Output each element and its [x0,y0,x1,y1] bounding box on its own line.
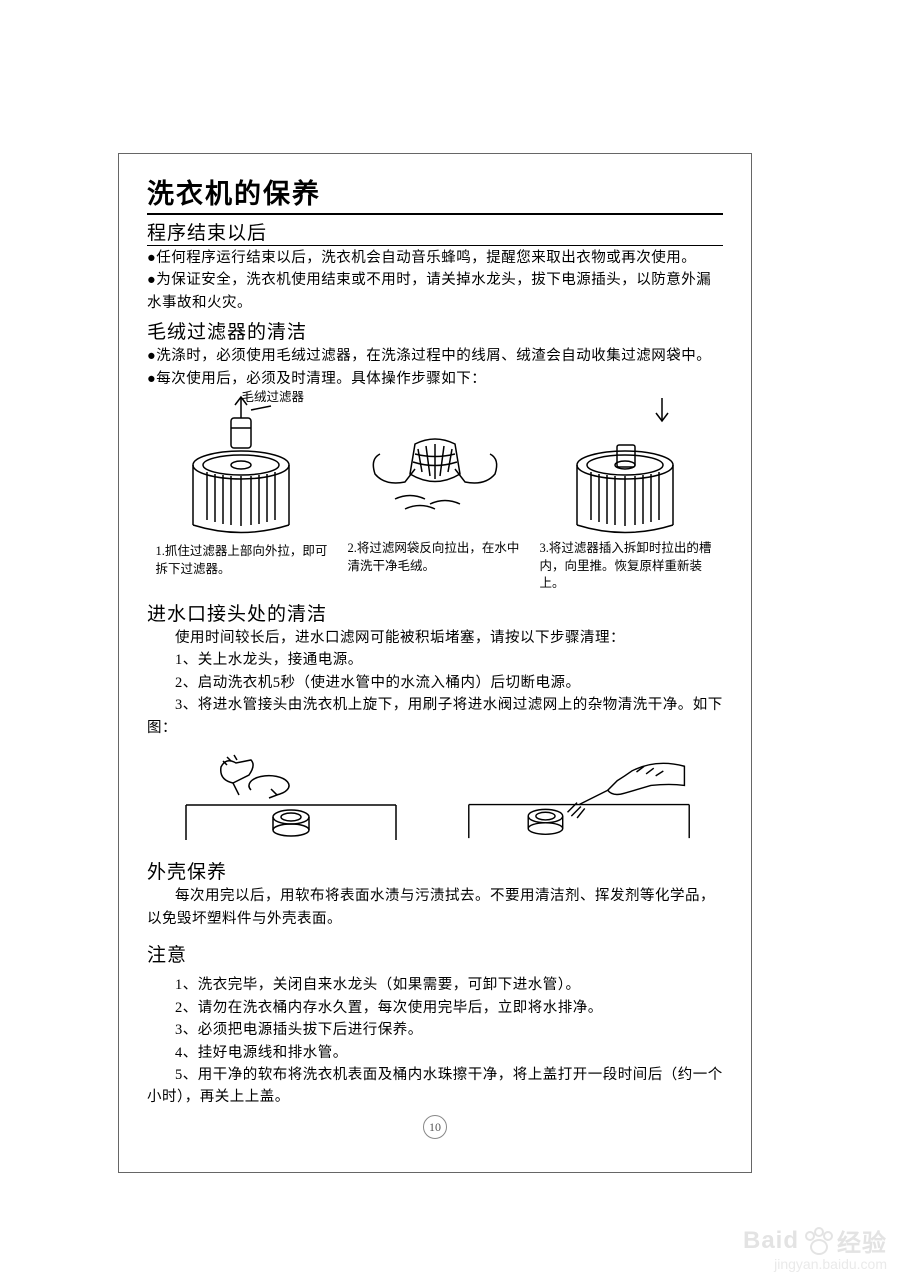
section-3-body: 使用时间较长后，进水口滤网可能被积垢堵塞，请按以下步骤清理： 1、关上水龙头，接… [147,627,723,739]
s4-text: 每次用完以后，用软布将表面水渍与污渍拭去。不要用清洁剂、挥发剂等化学品，以免毁坏… [147,885,723,930]
inlet-figure-row [147,745,723,845]
fig-2-col: 2.将过滤网袋反向拉出，在水中清洗干净毛绒。 [348,394,523,575]
watermark-brand-row: Baid 经验 [743,1223,887,1258]
s5-line-3: 3、必须把电源插头拔下后进行保养。 [147,1019,723,1041]
fig-1-col: 毛绒过滤器 1.抓住过滤器上部向外拉，即可拆下过滤器。 [156,394,331,578]
section-2-title: 毛绒过滤器的清洁 [147,317,723,344]
s1-bullet-1: ●任何程序运行结束以后，洗衣机会自动音乐蜂鸣，提醒您来取出衣物或再次使用。 [147,247,723,269]
s3-line-2: 2、启动洗衣机5秒（使进水管中的水流入桶内）后切断电源。 [147,672,723,694]
manual-page-frame: 洗衣机的保养 程序结束以后 ●任何程序运行结束以后，洗衣机会自动音乐蜂鸣，提醒您… [118,153,752,1173]
fig-1-illustration [156,394,331,534]
filter-pointer-label: 毛绒过滤器 [242,386,322,405]
inlet-fig-right [464,745,694,845]
watermark: Baid 经验 jingyan.baidu.com [743,1223,887,1272]
section-1-title: 程序结束以后 [147,218,723,246]
s3-line-1: 1、关上水龙头，接通电源。 [147,649,723,671]
fig-3-caption: 3.将过滤器插入拆卸时拉出的槽内，向里推。恢复原样重新装上。 [540,540,715,593]
page-number: 10 [423,1115,447,1139]
fig-2-caption: 2.将过滤网袋反向拉出，在水中清洗干净毛绒。 [348,540,523,575]
s5-line-1: 1、洗衣完毕，关闭自来水龙头（如果需要，可卸下进水管）。 [147,974,723,996]
watermark-url: jingyan.baidu.com [743,1256,887,1272]
fig-3-illustration [540,394,715,534]
watermark-brand: Baid [743,1227,799,1255]
s1-bullet-2: ●为保证安全，洗衣机使用结束或不用时，请关掉水龙头，拔下电源插头，以防意外漏水事… [147,269,723,314]
section-1-body: ●任何程序运行结束以后，洗衣机会自动音乐蜂鸣，提醒您来取出衣物或再次使用。 ●为… [147,247,723,314]
page-number-wrap: 10 [147,1115,723,1139]
s2-bullet-2: ●每次使用后，必须及时清理。具体操作步骤如下： [147,368,723,390]
s3-intro: 使用时间较长后，进水口滤网可能被积垢堵塞，请按以下步骤清理： [147,627,723,649]
s2-bullet-1: ●洗涤时，必须使用毛绒过滤器，在洗涤过程中的线屑、绒渣会自动收集过滤网袋中。 [147,345,723,367]
s5-line-2: 2、请勿在洗衣桶内存水久置，每次使用完毕后，立即将水排净。 [147,997,723,1019]
paw-icon [803,1227,833,1255]
watermark-suffix: 经验 [837,1223,887,1258]
filter-figure-row: 毛绒过滤器 1.抓住过滤器上部向外拉，即可拆下过滤器。 [147,394,723,593]
fig-3-col: 3.将过滤器插入拆卸时拉出的槽内，向里推。恢复原样重新装上。 [540,394,715,593]
fig-1-caption: 1.抓住过滤器上部向外拉，即可拆下过滤器。 [156,543,331,578]
s5-line-5: 5、用干净的软布将洗衣机表面及桶内水珠擦干净，将上盖打开一段时间后（约一个小时）… [147,1064,723,1109]
fig-2-illustration [348,394,523,534]
section-4-title: 外壳保养 [147,857,723,884]
section-2-body: ●洗涤时，必须使用毛绒过滤器，在洗涤过程中的线屑、绒渣会自动收集过滤网袋中。 ●… [147,345,723,390]
section-5-body: 1、洗衣完毕，关闭自来水龙头（如果需要，可卸下进水管）。 2、请勿在洗衣桶内存水… [147,974,723,1109]
inlet-fig-left [176,745,406,845]
s3-line-3: 3、将进水管接头由洗衣机上旋下，用刷子将进水阀过滤网上的杂物清洗干净。如下图： [147,694,723,739]
s5-line-4: 4、挂好电源线和排水管。 [147,1042,723,1064]
page-title: 洗衣机的保养 [147,172,723,215]
section-5-title: 注意 [147,940,723,967]
section-4-body: 每次用完以后，用软布将表面水渍与污渍拭去。不要用清洁剂、挥发剂等化学品，以免毁坏… [147,885,723,930]
section-3-title: 进水口接头处的清洁 [147,599,723,626]
